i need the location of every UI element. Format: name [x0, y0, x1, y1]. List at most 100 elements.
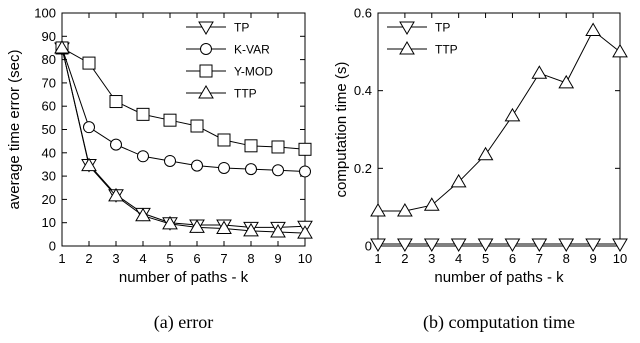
legend-marker	[199, 64, 213, 78]
y-tick-label: 90	[42, 29, 56, 44]
y-axis-label: computation time (s)	[333, 62, 350, 198]
x-tick-label: 6	[193, 251, 200, 266]
y-tick-label: 0.2	[354, 161, 372, 176]
legend-entry: K-VAR	[186, 43, 270, 57]
data-point	[218, 161, 230, 174]
y-tick-label: 0.4	[354, 83, 372, 98]
series-line	[61, 47, 306, 234]
legend-label: K-VAR	[234, 43, 270, 57]
data-point	[612, 43, 628, 58]
y-tick-label: 0.6	[354, 6, 372, 21]
y-tick-label: 70	[42, 75, 56, 90]
data-point	[298, 142, 312, 156]
x-tick-label: 3	[112, 251, 119, 266]
data-point	[245, 163, 257, 176]
x-tick-label: 2	[85, 251, 92, 266]
legend-label: TTP	[234, 87, 257, 101]
x-tick-label: 1	[58, 251, 65, 266]
x-tick-label: 6	[509, 251, 516, 266]
series-line	[61, 47, 306, 228]
legend-marker	[198, 21, 214, 35]
chart-computation-time: 0 0.2 0.4 0.6 1 2 3 4 5 6 7 8 9 10 number of paths - k…	[333, 6, 628, 333]
series-line	[61, 47, 306, 150]
series-line	[61, 47, 306, 172]
y-tick-label: 0	[365, 239, 372, 254]
data-point	[397, 238, 413, 253]
y-tick-label: 100	[34, 6, 56, 21]
series-k-var	[56, 41, 311, 178]
x-tick-label: 7	[536, 251, 543, 266]
data-point	[190, 119, 204, 133]
data-point	[54, 39, 70, 54]
data-point	[191, 159, 203, 172]
legend-entry: TTP	[387, 41, 458, 57]
data-point	[558, 74, 575, 89]
data-point	[585, 22, 601, 36]
series-tp	[370, 238, 628, 253]
legend-label: TTP	[435, 43, 458, 57]
data-point	[216, 220, 232, 235]
data-point	[423, 238, 440, 253]
chart-error: 0 10 20 30 40 50 60 70 80 90 100 1 2 3 4 5 6 7 8 9 10 number …	[6, 6, 313, 333]
x-tick-label: 4	[455, 251, 462, 266]
series-y-mod	[55, 41, 312, 156]
legend-entry: TP	[387, 21, 450, 35]
y-tick-label: 40	[42, 145, 56, 160]
data-point	[531, 65, 548, 79]
data-point	[136, 107, 150, 121]
y-tick-label: 30	[42, 169, 56, 184]
data-point	[83, 121, 95, 134]
x-tick-label: 3	[428, 251, 435, 266]
y-axis-label: average time error (sec)	[6, 49, 23, 209]
x-tick-label: 1	[374, 251, 381, 266]
data-point	[558, 238, 575, 253]
x-tick-label: 9	[274, 251, 281, 266]
data-point	[109, 95, 123, 109]
legend-label: TP	[435, 21, 450, 35]
data-point	[423, 197, 440, 211]
x-tick-label: 5	[166, 251, 173, 266]
series-line	[378, 29, 621, 212]
data-point	[270, 224, 286, 238]
x-axis-label: number of paths - k	[119, 269, 249, 286]
series-ttp	[54, 39, 313, 239]
caption: (a) error	[154, 312, 213, 333]
legend-entry: TTP	[186, 85, 257, 101]
data-point	[110, 138, 122, 151]
plot-frame	[377, 12, 621, 247]
x-tick-label: 2	[401, 251, 408, 266]
data-point	[531, 238, 548, 253]
y-tick-label: 80	[42, 52, 56, 67]
data-point	[244, 139, 258, 153]
caption: (b) computation time	[423, 312, 575, 333]
data-point	[504, 107, 521, 122]
x-tick-label: 8	[247, 251, 254, 266]
data-point	[397, 203, 413, 217]
x-tick-label: 5	[482, 251, 489, 266]
data-point	[164, 154, 176, 167]
y-tick-label: 50	[42, 122, 56, 137]
y-tick-label: 0	[49, 239, 56, 254]
data-point	[477, 238, 494, 253]
data-point	[189, 219, 205, 233]
legend-label: TP	[234, 21, 249, 35]
x-tick-label: 10	[613, 251, 627, 266]
x-tick-label: 4	[139, 251, 146, 266]
x-tick-label: 10	[298, 251, 312, 266]
data-point	[82, 56, 96, 70]
y-tick-label: 20	[42, 192, 56, 207]
data-point	[108, 187, 124, 202]
legend-entry: Y-MOD	[186, 64, 273, 79]
data-point	[504, 238, 521, 253]
x-tick-label: 7	[220, 251, 227, 266]
x-tick-label: 9	[589, 251, 596, 266]
data-point	[370, 238, 386, 253]
data-point	[162, 215, 178, 230]
data-point	[81, 157, 97, 172]
data-point	[137, 150, 149, 163]
data-point	[450, 238, 467, 253]
data-point	[297, 225, 313, 239]
x-axis-label: number of paths - k	[434, 269, 564, 286]
data-point	[135, 207, 151, 222]
